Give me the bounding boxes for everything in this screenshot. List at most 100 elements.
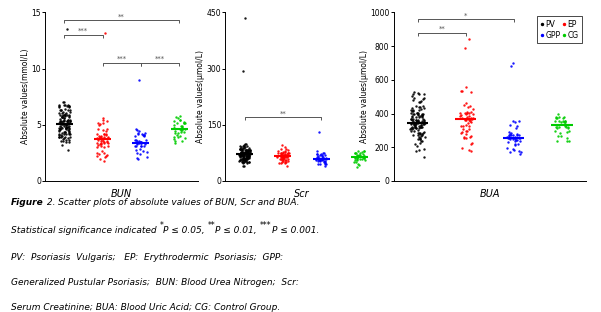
Point [464,127,474,132]
Point [279,154,288,159]
Point [132,155,142,160]
Point [502,134,512,139]
Point [175,117,185,122]
Point [413,100,423,105]
Point [282,151,292,156]
Point [460,45,470,50]
Point [353,154,363,159]
Point [312,149,322,154]
Point [350,156,359,161]
Point [64,131,74,136]
Point [456,89,466,94]
Point [508,61,517,66]
Point [99,132,108,137]
Point [413,110,423,115]
Point [175,126,185,131]
Point [245,148,254,153]
Point [245,149,255,154]
Point [505,123,514,128]
Point [562,129,572,134]
Point [466,116,476,121]
Point [276,152,286,157]
Point [243,155,252,160]
Point [360,157,370,162]
Point [242,148,252,153]
Point [415,131,425,136]
Point [552,116,562,121]
Point [406,127,415,132]
Point [99,134,109,139]
Point [238,145,248,150]
Point [239,156,249,161]
Point [56,124,66,129]
Point [244,159,254,164]
Point [240,158,249,163]
Point [243,151,252,156]
Point [103,144,112,149]
Point [279,154,289,159]
Point [61,112,70,117]
Point [243,154,252,159]
Point [462,132,471,137]
Point [462,111,471,116]
Point [413,113,423,118]
Point [411,104,421,109]
Point [59,115,69,120]
Point [467,141,477,146]
Point [284,148,293,153]
Point [61,124,71,129]
Point [353,164,362,169]
Point [135,140,145,145]
Point [409,123,419,128]
Point [64,103,74,108]
Point [61,126,71,131]
Point [462,100,471,105]
Point [101,129,111,134]
Point [350,150,360,155]
Point [54,103,64,108]
Point [244,155,254,160]
Point [55,111,64,116]
Point [171,140,180,145]
Point [135,152,145,157]
Point [466,90,475,95]
Point [236,149,246,154]
Point [281,151,290,156]
Point [237,146,246,151]
Point [514,135,523,140]
Point [507,132,516,137]
Point [461,128,471,133]
Point [552,126,562,131]
Point [137,132,147,137]
Point [410,124,419,129]
Point [414,108,424,113]
Point [61,107,70,112]
Point [98,118,108,123]
Point [132,139,141,144]
Point [276,161,286,166]
Point [130,143,140,148]
Point [237,145,246,150]
Point [561,122,571,127]
Point [353,154,362,158]
Point [241,151,251,156]
Point [63,119,72,124]
Point [416,133,426,138]
Point [555,130,564,135]
Point [409,120,419,125]
Point [65,130,75,135]
Point [96,135,105,140]
Point [316,151,326,156]
Point [352,160,361,165]
Point [98,138,108,143]
Point [406,121,416,126]
Point [55,112,65,117]
Point [284,150,293,155]
Point [514,119,524,124]
Point [462,109,471,114]
Point [134,141,144,146]
Point [407,124,416,129]
Point [553,111,563,116]
Point [240,158,249,163]
Point [239,159,248,164]
